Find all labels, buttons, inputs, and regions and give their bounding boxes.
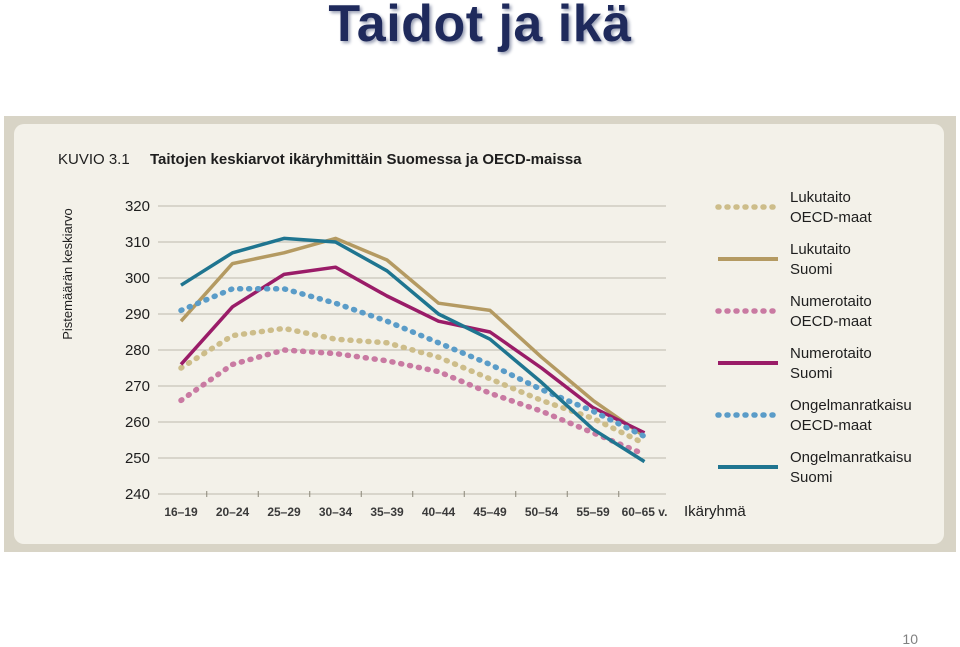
y-tick-label: 260 — [125, 414, 150, 431]
x-tick-label: 40–44 — [422, 505, 456, 519]
figure-frame: KUVIO 3.1 Taitojen keskiarvot ikäryhmitt… — [4, 116, 956, 552]
y-tick-label: 320 — [125, 198, 150, 215]
y-tick-label: 280 — [125, 342, 150, 359]
x-tick-label: 30–34 — [319, 505, 353, 519]
y-tick-label: 300 — [125, 270, 150, 287]
series-line-6 — [180, 236, 646, 464]
x-tick-label: 20–24 — [216, 505, 250, 519]
x-tick-label: 55–59 — [576, 505, 610, 519]
legend-label: Ongelmanratkaisu — [790, 397, 912, 414]
x-tick-label: 60–65 v. — [622, 505, 668, 519]
series-line-2 — [179, 236, 646, 438]
legend: Lukutaito OECD-maat Lukutaito Suomi Numerota… — [715, 189, 912, 486]
y-tick-label: 290 — [125, 306, 150, 323]
slide-title: Taidot ja ikä — [328, 0, 632, 53]
line-chart: KUVIO 3.1 Taitojen keskiarvot ikäryhmitt… — [58, 151, 912, 520]
x-tick-label: 25–29 — [267, 505, 301, 519]
legend-label: Suomi — [790, 365, 833, 382]
series-line-5 — [178, 286, 648, 440]
legend-label: Numerotaito — [790, 345, 872, 362]
legend-label: Numerotaito — [790, 293, 872, 310]
y-tick-label: 250 — [125, 450, 150, 467]
y-tick-label: 310 — [125, 234, 150, 251]
x-tick-label: 16–19 — [164, 505, 198, 519]
legend-label: Suomi — [790, 261, 833, 278]
x-tick-label: 35–39 — [370, 505, 404, 519]
legend-label: Suomi — [790, 469, 833, 486]
figure-panel: KUVIO 3.1 Taitojen keskiarvot ikäryhmitt… — [14, 124, 944, 544]
series-line-3 — [178, 347, 648, 458]
y-tick-label: 240 — [125, 486, 150, 503]
series-lines — [178, 236, 648, 464]
x-tick-label: 45–49 — [473, 505, 507, 519]
page-number: 10 — [902, 631, 918, 647]
x-tick-labels: 16–19 20–24 25–29 30–34 35–39 40–44 45–49 50–54… — [164, 491, 667, 519]
y-axis-label: Pistemäärän keskiarvo — [60, 208, 75, 340]
legend-label: OECD-maat — [790, 313, 873, 330]
y-tick-labels: 240 250 260 270 280 290 300 310 320 — [125, 198, 150, 503]
figure-label: KUVIO 3.1 — [58, 151, 130, 168]
x-axis-label: Ikäryhmä — [684, 503, 746, 520]
legend-label: OECD-maat — [790, 209, 873, 226]
x-tick-label: 50–54 — [525, 505, 559, 519]
legend-label: Lukutaito — [790, 189, 851, 206]
chart-title: Taitojen keskiarvot ikäryhmittäin Suomes… — [150, 151, 582, 168]
y-tick-label: 270 — [125, 378, 150, 395]
series-line-1 — [178, 325, 648, 447]
legend-label: Lukutaito — [790, 241, 851, 258]
legend-label: OECD-maat — [790, 417, 873, 434]
legend-label: Ongelmanratkaisu — [790, 449, 912, 466]
